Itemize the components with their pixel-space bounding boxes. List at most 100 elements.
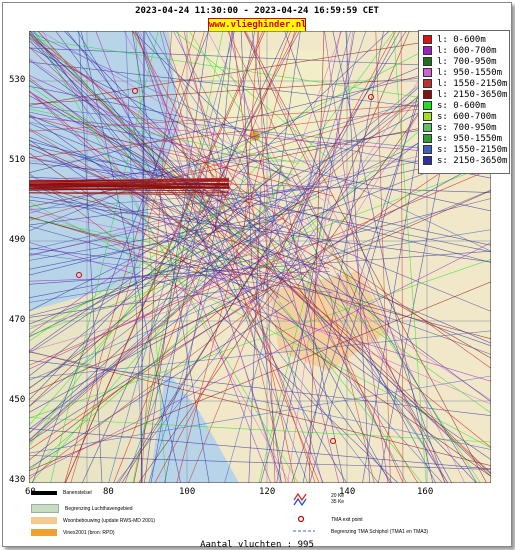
legend-label: l: 2150-3650m [437, 89, 508, 100]
tma-exit-point [132, 88, 138, 94]
flight-track [213, 233, 443, 483]
flight-track [29, 185, 328, 226]
flight-track [29, 152, 491, 256]
flight-track [29, 106, 491, 338]
flight-track [82, 31, 289, 483]
tma-boundary-icon [293, 530, 315, 532]
flight-track [227, 31, 446, 483]
flight-track [202, 31, 298, 213]
noise-contour-icon [293, 492, 307, 506]
flight-track [70, 31, 205, 483]
flight-track [278, 301, 423, 483]
legend-label: s: 2150-3650m [437, 155, 508, 166]
flight-track [64, 31, 196, 483]
flight-track [297, 31, 367, 229]
flight-track [29, 184, 491, 347]
flight-track [29, 286, 255, 318]
flight-track [29, 205, 215, 401]
flight-track [29, 164, 284, 407]
legend-runway: Banenstelsel [63, 490, 92, 496]
legend-swatch [423, 156, 432, 165]
flight-track [275, 309, 323, 483]
flight-track [337, 272, 453, 483]
flight-track [375, 31, 391, 483]
flight-track [29, 179, 230, 182]
flight-track [29, 114, 208, 192]
flight-track [63, 31, 266, 239]
flight-track [31, 172, 292, 483]
flight-track [29, 199, 491, 263]
flight-track [55, 31, 393, 483]
flight-track [29, 47, 289, 179]
flight-track [308, 31, 325, 483]
flight-track [29, 187, 491, 355]
vinex-swatch [31, 529, 57, 536]
flight-track [29, 152, 491, 477]
flight-track [144, 31, 209, 483]
legend-swatch [423, 68, 432, 77]
flight-track [132, 31, 249, 240]
flight-track [224, 31, 390, 187]
flight-track [29, 115, 290, 303]
flight-track [29, 77, 491, 448]
flight-track [210, 305, 399, 483]
flight-track [118, 31, 407, 483]
flight-track [124, 261, 206, 483]
flight-track [125, 31, 143, 483]
flight-track [244, 31, 487, 483]
flight-track [176, 31, 296, 483]
flight-track [332, 31, 434, 483]
y-tick: 450 [9, 395, 26, 405]
flight-track [29, 375, 491, 454]
flight-track [162, 31, 316, 483]
flight-track [29, 293, 242, 461]
flight-track [29, 37, 491, 232]
flight-tracks [29, 31, 491, 483]
flight-track [29, 242, 491, 477]
flight-track [29, 31, 491, 252]
legend-tma-exit: TMA exit point [331, 517, 363, 523]
flight-track [29, 229, 491, 303]
flight-track [29, 180, 230, 183]
flight-track [29, 217, 491, 340]
flight-track [29, 140, 491, 263]
flight-track [29, 303, 259, 480]
x-tick: 140 [339, 487, 356, 497]
legend-label: l: 1550-2150m [437, 78, 508, 89]
flight-track [214, 31, 233, 232]
brand-label[interactable]: www.vlieghinder.nl [208, 18, 307, 32]
flight-track [29, 169, 203, 181]
legend-swatch [423, 101, 432, 110]
flight-track [29, 137, 491, 257]
legend-swatch [423, 79, 432, 88]
flight-track [291, 177, 478, 483]
flight-track [258, 223, 324, 483]
flight-track [113, 31, 291, 483]
flight-track [29, 122, 491, 312]
flight-track [224, 31, 351, 483]
flight-track [244, 31, 259, 227]
flight-track [29, 417, 491, 443]
flight-track [29, 180, 230, 183]
flight-track [29, 287, 275, 442]
flight-track [29, 206, 323, 261]
flight-track [29, 138, 491, 450]
flight-track [148, 163, 248, 483]
flight-track [207, 31, 448, 483]
flight-track [302, 31, 384, 483]
flight-track [188, 31, 481, 483]
flight-track [188, 192, 306, 483]
flight-track [29, 32, 491, 474]
flight-track [393, 31, 427, 483]
flight-track [174, 31, 333, 162]
x-tick: 100 [179, 487, 196, 497]
flight-track [29, 183, 230, 188]
flight-track [29, 246, 291, 370]
legend-label: l: 600-700m [437, 45, 497, 56]
flight-track [280, 276, 477, 483]
x-tick: 80 [103, 487, 114, 497]
flight-track [138, 255, 300, 483]
flight-track [29, 59, 491, 402]
flight-track [29, 161, 335, 441]
flight-track [29, 300, 294, 469]
